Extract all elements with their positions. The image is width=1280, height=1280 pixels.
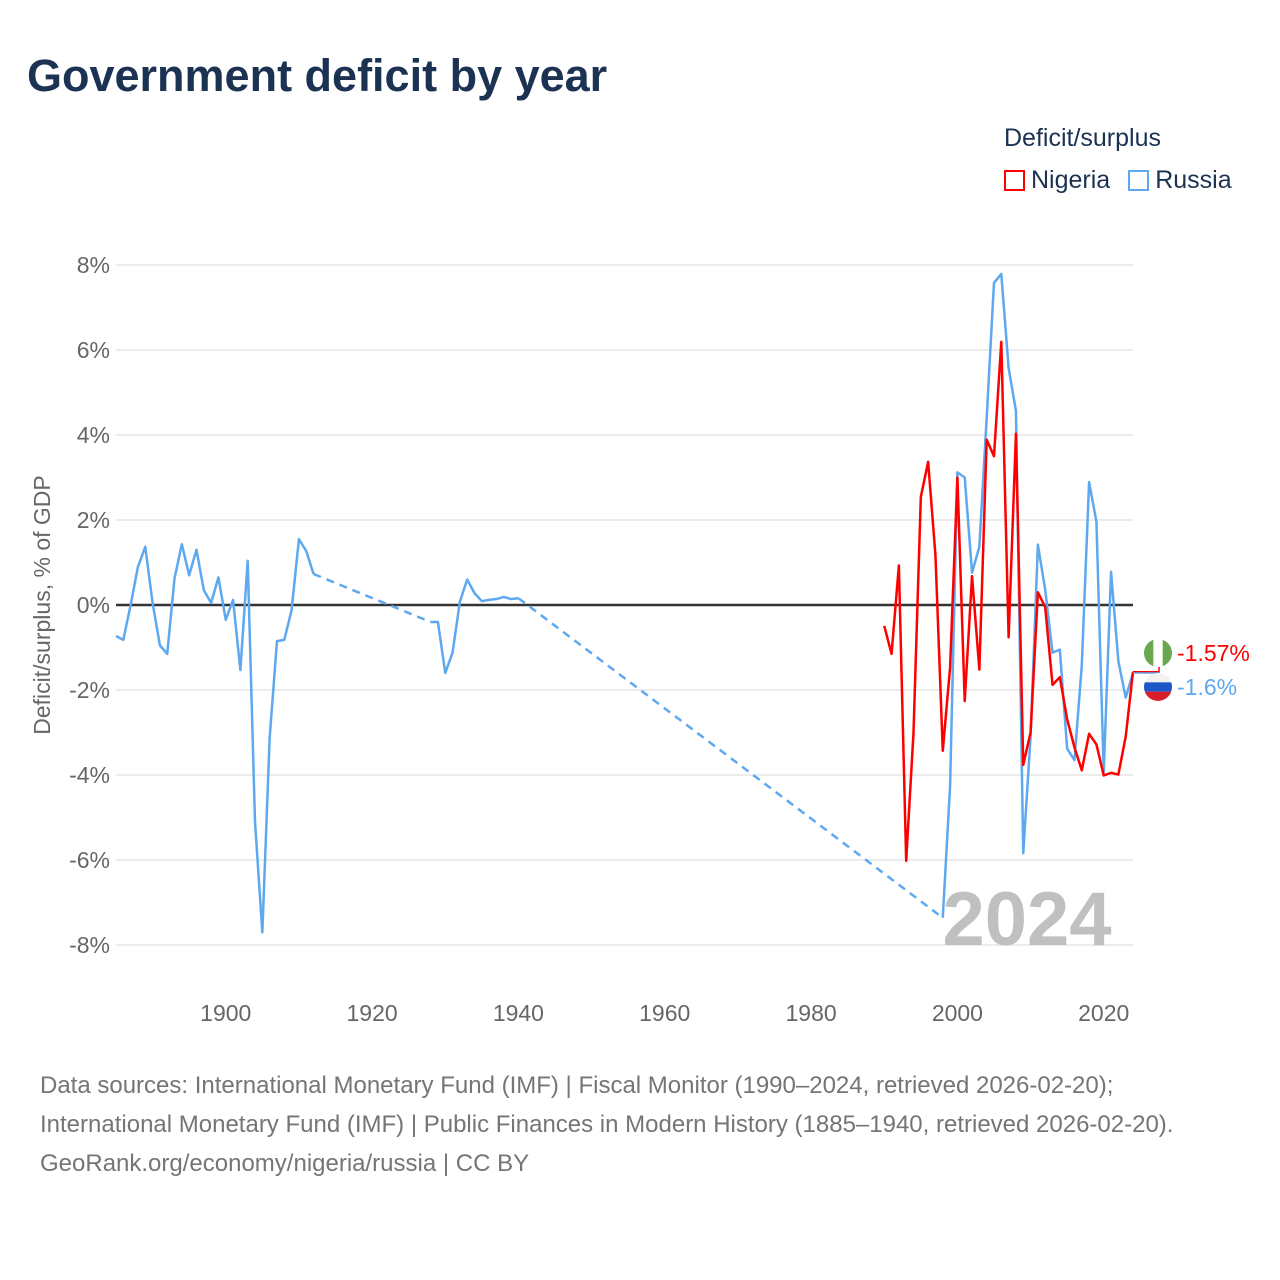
series-line-russia	[941, 272, 1135, 918]
y-tick-label: -2%	[69, 677, 110, 703]
x-tick-label: 1920	[346, 1000, 397, 1026]
series-line-nigeria	[883, 340, 1135, 863]
gap-connector-russia	[517, 597, 944, 919]
series-line-russia	[115, 537, 315, 934]
x-tick-label: 1940	[493, 1000, 544, 1026]
y-tick-label: -4%	[69, 762, 110, 788]
y-axis-label: Deficit/surplus, % of GDP	[29, 475, 55, 734]
x-tick-label: 1980	[785, 1000, 836, 1026]
footer: Data sources: International Monetary Fun…	[40, 1066, 1240, 1183]
series-line-russia	[430, 578, 519, 675]
y-tick-label: -8%	[69, 932, 110, 958]
x-tick-label: 2020	[1078, 1000, 1129, 1026]
legend: Nigeria Russia	[1004, 166, 1232, 195]
legend-label: Russia	[1155, 166, 1232, 194]
x-tick-label: 1900	[200, 1000, 251, 1026]
end-label-nigeria: -1.57%	[1177, 640, 1250, 666]
legend-swatch-nigeria	[1004, 170, 1025, 191]
year-watermark: 2024	[942, 877, 1111, 962]
x-tick-label: 2000	[932, 1000, 983, 1026]
y-tick-label: 2%	[77, 507, 110, 533]
y-tick-label: 6%	[77, 337, 110, 363]
y-tick-label: 4%	[77, 422, 110, 448]
legend-item-russia[interactable]: Russia	[1128, 166, 1232, 195]
y-tick-label: 8%	[77, 252, 110, 278]
gap-connector-russia	[313, 572, 432, 624]
credit-link[interactable]: GeoRank.org/economy/nigeria/russia | CC …	[40, 1150, 530, 1177]
chart-title: Government deficit by year	[27, 50, 608, 101]
legend-label: Nigeria	[1031, 166, 1111, 194]
y-tick-label: 0%	[77, 592, 110, 618]
russia-flag-icon	[1144, 673, 1172, 701]
data-sources: Data sources: International Monetary Fun…	[40, 1072, 1174, 1138]
legend-swatch-russia	[1128, 170, 1150, 191]
legend-item-nigeria[interactable]: Nigeria	[1004, 166, 1110, 195]
x-tick-label: 1960	[639, 1000, 690, 1026]
end-label-russia: -1.6%	[1177, 674, 1237, 700]
legend-title: Deficit/surplus	[1004, 124, 1161, 152]
y-tick-label: -6%	[69, 847, 110, 873]
nigeria-flag-icon	[1144, 639, 1172, 667]
